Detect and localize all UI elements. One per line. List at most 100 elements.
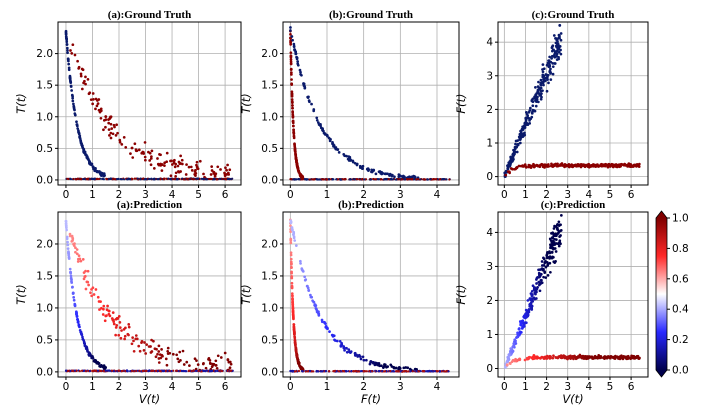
data-point	[99, 107, 103, 111]
data-point	[80, 143, 83, 147]
data-point	[208, 370, 212, 373]
y-axis-label: T(t)	[14, 284, 28, 305]
data-point	[560, 214, 563, 217]
data-point	[290, 292, 294, 295]
data-point	[535, 357, 539, 360]
data-point	[71, 236, 74, 240]
data-point	[542, 67, 546, 71]
data-point	[114, 333, 117, 337]
data-point	[92, 98, 95, 101]
data-point	[100, 306, 103, 310]
data-point	[79, 74, 83, 78]
data-point	[597, 165, 600, 168]
data-point	[417, 370, 421, 373]
subplot-5: 0 1 2 3 4 0.0 0.5 1.0 1.5 2.0 (b):Prediction T(t) F(…	[239, 199, 460, 406]
data-point	[180, 158, 184, 162]
data-point	[526, 357, 530, 361]
data-point	[553, 247, 557, 250]
data-point	[228, 360, 232, 364]
y-tick-label: 2.0	[261, 238, 278, 250]
data-point	[124, 145, 128, 149]
data-point	[72, 296, 76, 299]
data-point	[551, 72, 555, 76]
data-point	[95, 104, 99, 108]
data-point	[175, 369, 178, 372]
data-point	[141, 369, 144, 373]
data-point	[550, 241, 554, 244]
data-point	[174, 177, 177, 180]
data-point	[115, 123, 118, 127]
data-point	[607, 163, 611, 167]
data-point	[295, 57, 299, 61]
data-point	[289, 178, 292, 181]
data-point	[165, 363, 169, 367]
data-point	[508, 170, 511, 174]
data-point	[632, 163, 636, 167]
data-point	[375, 362, 378, 365]
data-point	[292, 44, 296, 48]
data-point	[417, 178, 420, 181]
data-point	[119, 178, 122, 181]
data-point	[542, 267, 545, 271]
data-point	[178, 350, 182, 354]
data-point	[142, 152, 145, 155]
data-point	[219, 177, 222, 181]
data-point	[289, 230, 292, 234]
data-point	[119, 336, 123, 340]
y-tick-label: 4	[486, 37, 493, 49]
data-point	[555, 164, 559, 168]
data-point	[345, 154, 348, 158]
y-tick-label: 2.0	[36, 238, 53, 250]
data-point	[605, 163, 609, 167]
data-point	[515, 166, 518, 170]
data-point	[338, 370, 341, 373]
data-point	[552, 48, 555, 52]
data-point	[214, 364, 218, 367]
data-point	[335, 178, 338, 181]
data-point	[553, 62, 556, 65]
data-point	[516, 143, 520, 146]
data-point	[144, 352, 148, 355]
axes-frame	[282, 21, 460, 186]
data-point	[397, 366, 401, 370]
data-point	[388, 174, 391, 177]
y-tick-label: 1	[486, 329, 493, 341]
x-tick-label: 0	[501, 381, 508, 393]
data-point	[124, 326, 127, 330]
data-point	[426, 370, 430, 373]
data-point	[109, 136, 113, 140]
data-point	[415, 367, 418, 371]
data-point	[315, 370, 318, 373]
data-point	[76, 260, 80, 263]
data-point	[518, 136, 521, 140]
data-point	[90, 162, 94, 166]
x-axis-label: F(t)	[361, 392, 381, 406]
data-point	[553, 261, 557, 264]
data-point	[407, 370, 410, 373]
x-tick-label: 0	[63, 381, 70, 393]
data-point	[392, 370, 395, 373]
data-point	[220, 369, 223, 373]
data-point	[404, 178, 407, 181]
data-point	[201, 362, 205, 366]
subplot-title: (c):Ground Truth	[532, 9, 615, 21]
data-point	[213, 174, 217, 178]
data-point	[134, 337, 138, 341]
data-point	[70, 281, 74, 284]
data-point	[546, 74, 549, 78]
data-point	[289, 62, 293, 66]
data-point	[65, 40, 69, 44]
data-point	[84, 287, 88, 291]
data-point	[531, 357, 535, 361]
x-axis-label: V(t)	[139, 392, 160, 406]
data-point	[181, 162, 184, 166]
data-point	[534, 93, 538, 97]
data-point	[605, 356, 609, 360]
data-point	[539, 78, 543, 82]
data-point	[327, 178, 331, 181]
data-point	[121, 369, 124, 373]
data-point	[292, 329, 296, 332]
data-point	[64, 222, 68, 226]
data-point	[401, 174, 405, 178]
data-point	[551, 246, 555, 250]
